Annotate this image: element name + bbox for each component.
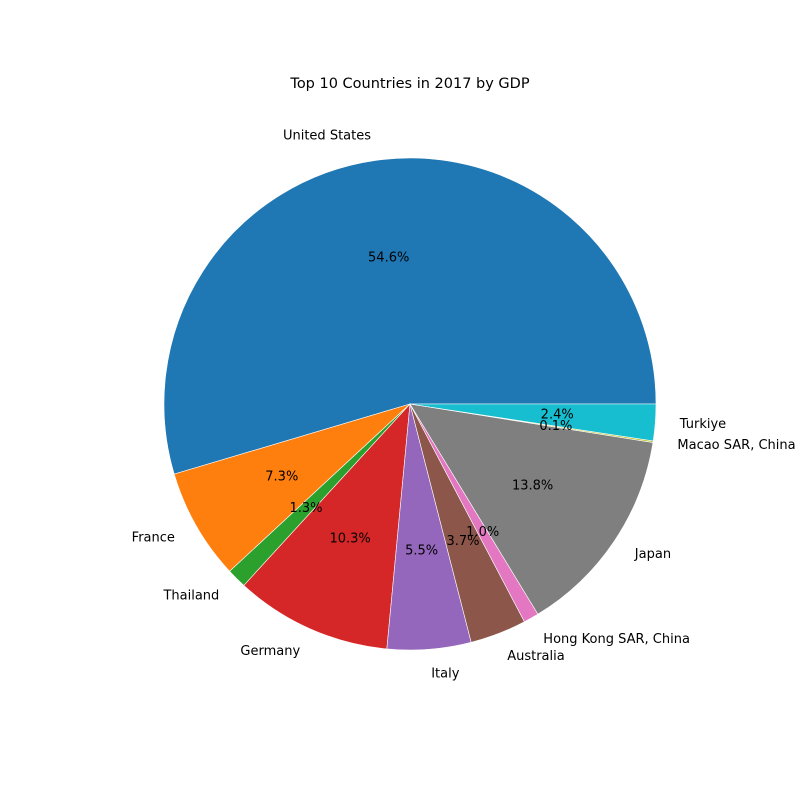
slice-percent-united-states: 54.6% (368, 250, 409, 265)
slice-label-italy: Italy (431, 666, 460, 681)
slice-label-australia: Australia (507, 649, 565, 664)
slice-percent-france: 7.3% (265, 470, 298, 485)
slice-percent-turkiye: 2.4% (541, 408, 574, 423)
slice-percent-australia: 3.7% (446, 534, 479, 549)
slice-percent-germany: 10.3% (329, 531, 370, 546)
slice-percent-hong-kong-sar-china: 1.0% (466, 525, 499, 540)
pie-slice-united-states (163, 157, 657, 475)
chart-title: Top 10 Countries in 2017 by GDP (289, 76, 529, 92)
slice-label-macao-sar-china: Macao SAR, China (677, 438, 795, 453)
slice-percent-italy: 5.5% (405, 544, 438, 559)
slice-label-turkiye: Turkiye (679, 417, 726, 432)
pie-labels: United States 54.6% France 7.3% Thailand 1.3%… (132, 129, 796, 682)
pie-slice-france (173, 403, 411, 572)
pie-slice-germany (243, 403, 411, 650)
slice-label-japan: Japan (634, 547, 671, 562)
pie-slices (163, 157, 657, 651)
slice-label-united-states: United States (283, 129, 371, 144)
slice-percent-macao-sar-china: 0.1% (539, 419, 572, 434)
slice-label-hong-kong-sar-china: Hong Kong SAR, China (543, 632, 690, 647)
slice-percent-japan: 13.8% (512, 479, 553, 494)
pie-slice-japan (409, 403, 654, 615)
slice-percent-thailand: 1.3% (289, 501, 322, 516)
slice-label-germany: Germany (240, 644, 300, 659)
pie-slice-turkiye (409, 403, 657, 442)
slice-label-france: France (132, 531, 175, 546)
slice-label-thailand: Thailand (162, 588, 219, 603)
